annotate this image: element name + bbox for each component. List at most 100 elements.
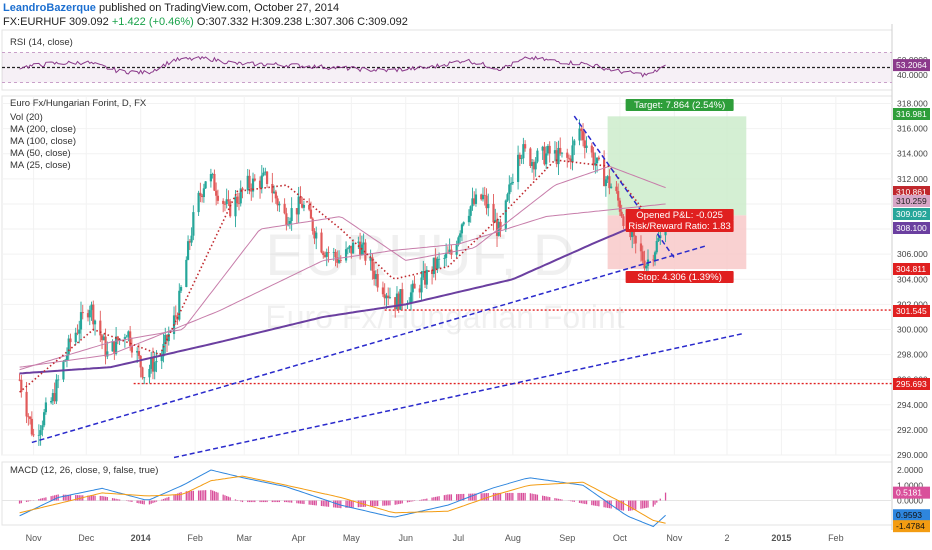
candle-body xyxy=(53,393,56,402)
candle-body xyxy=(102,336,105,341)
candle-body xyxy=(160,356,163,362)
target-zone xyxy=(607,116,747,216)
candle-body xyxy=(531,162,534,167)
candle-body xyxy=(445,252,448,258)
x-tick-label: Feb xyxy=(187,533,203,543)
x-tick-label: Nov xyxy=(666,533,683,543)
candle-body xyxy=(594,163,597,166)
candle-body xyxy=(423,271,427,285)
candle-body xyxy=(271,183,274,194)
candle-body xyxy=(199,192,202,196)
opened-pnl-label-bg xyxy=(625,209,734,221)
candle-body xyxy=(39,430,42,435)
candle-body xyxy=(359,241,362,255)
candle-body xyxy=(225,199,228,205)
legend-title: Euro Fx/Hungarian Forint, D, FX xyxy=(10,98,147,109)
candle-body xyxy=(57,379,60,381)
candle-body xyxy=(655,240,658,253)
candle-body xyxy=(234,196,237,217)
candle-body xyxy=(246,175,249,191)
candle-body xyxy=(548,145,551,154)
candle-body xyxy=(278,203,281,206)
risk-reward-label: Risk/Reward Ratio: 1.83 xyxy=(628,221,730,232)
candle-body xyxy=(581,131,585,141)
published-text: published on TradingView.com, October 27… xyxy=(98,2,340,14)
candle-body xyxy=(106,351,109,357)
macd-badge: 0.5181 xyxy=(896,488,922,498)
candle-body xyxy=(74,332,77,343)
candle-body xyxy=(237,203,241,205)
candle-body xyxy=(520,158,523,160)
macd-tick: 1.0000 xyxy=(897,480,923,490)
open-value: O:307.332 xyxy=(196,16,249,28)
candle-body xyxy=(211,173,214,175)
candle-body xyxy=(592,152,595,166)
candle-body xyxy=(457,237,460,245)
candle-body xyxy=(597,157,600,160)
candle-body xyxy=(559,147,562,154)
symbol-label[interactable]: FX:EURHUF xyxy=(3,16,66,28)
candle-body xyxy=(590,145,593,153)
price-badge: 295.693 xyxy=(896,379,927,389)
stop-label: Stop: 4.306 (1.39%) xyxy=(637,272,722,283)
candle-body xyxy=(283,203,286,214)
candle-body xyxy=(362,242,365,245)
candle-body xyxy=(401,289,404,304)
target-label: Target: 7.864 (2.54%) xyxy=(634,100,725,111)
macd-line xyxy=(19,469,666,528)
candle-body xyxy=(467,215,471,223)
candle-body xyxy=(351,242,355,254)
candle-body xyxy=(288,221,291,224)
candle-body xyxy=(37,434,40,436)
y-tick-label: 314.000 xyxy=(897,149,928,159)
y-tick-label: 318.000 xyxy=(897,99,928,109)
candle-body xyxy=(580,128,583,132)
publisher-line: LeandroBazerque published on TradingView… xyxy=(3,2,339,14)
y-tick-label: 300.000 xyxy=(897,324,928,334)
candle-body xyxy=(462,222,465,225)
candle-body xyxy=(376,274,379,288)
candle-body xyxy=(631,231,634,238)
candle-body xyxy=(595,157,599,164)
candle-body xyxy=(546,145,550,154)
candle-body xyxy=(78,329,81,334)
macd-label: MACD (12, 26, close, 9, false, true) xyxy=(10,465,158,476)
candle-body xyxy=(100,335,104,341)
candle-body xyxy=(532,162,535,170)
low-value: L:307.306 xyxy=(305,16,355,28)
candle-body xyxy=(617,191,620,201)
candle-body xyxy=(422,271,425,278)
candle-body xyxy=(387,295,390,299)
trendline xyxy=(573,115,675,259)
candle-body xyxy=(411,283,414,293)
candle-body xyxy=(123,337,126,339)
candle-body xyxy=(610,186,613,189)
author-link[interactable]: LeandroBazerque xyxy=(3,2,96,14)
x-tick-label: Apr xyxy=(292,533,306,543)
candle-body xyxy=(139,355,142,368)
candle-body xyxy=(178,290,181,320)
x-tick-label: Mar xyxy=(236,533,252,543)
macd-badge-bg xyxy=(893,509,930,522)
candle-body xyxy=(534,161,537,170)
price-badge-bg xyxy=(893,378,930,390)
rsi-label: RSI (14, close) xyxy=(10,37,73,48)
candle-body xyxy=(518,154,521,160)
candle-body xyxy=(81,312,84,314)
candle-body xyxy=(369,257,372,261)
candle-body xyxy=(583,140,586,148)
candle-body xyxy=(357,241,360,243)
candle-body xyxy=(90,304,93,311)
candle-body xyxy=(413,283,416,289)
candle-body xyxy=(409,292,413,303)
candle-body xyxy=(20,379,23,392)
legend-item: MA (50, close) xyxy=(10,148,71,159)
candle-body xyxy=(165,334,169,342)
candle-body xyxy=(295,208,299,215)
price-badge-bg xyxy=(893,305,930,317)
candle-body xyxy=(215,190,218,196)
candle-body xyxy=(325,252,328,257)
candle-body xyxy=(18,379,21,381)
candle-body xyxy=(509,183,513,185)
